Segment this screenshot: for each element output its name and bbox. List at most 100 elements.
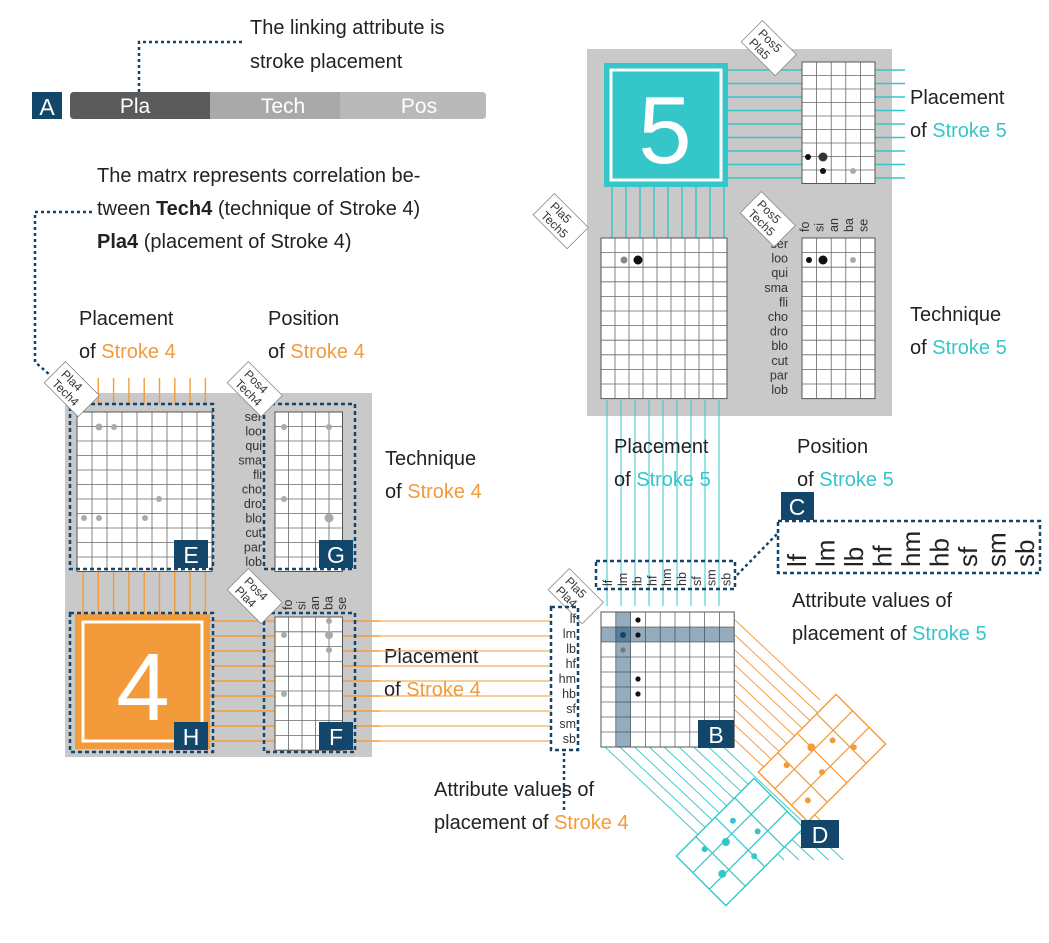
highlight-h (68, 611, 215, 754)
s5-placement-caption-bottom: Placement (614, 436, 709, 458)
badge-g (319, 540, 353, 568)
s4-position-caption-2: of Stroke 4 (268, 341, 365, 363)
s4-dot (111, 424, 117, 430)
stroke5-down-lines (606, 400, 720, 606)
panel-a: A Pla Tech Pos The linking attribute is … (32, 17, 486, 120)
stroke4-position-labels: fo si an ba se (281, 596, 349, 610)
stroke5-number: 5 (638, 77, 691, 184)
b-row-label: lb (566, 642, 576, 656)
s4-tech-label: sma (238, 454, 262, 468)
s4-link-diag-line (734, 634, 821, 716)
s5-tech-label: sma (764, 281, 788, 295)
s5-dot (806, 257, 812, 263)
b-col-label: hb (675, 572, 689, 586)
badge-c-label: C (789, 494, 806, 520)
bar-label-pos: Pos (401, 95, 437, 118)
s5-dot (850, 168, 856, 174)
highlight-e (68, 402, 215, 571)
badge-b (698, 720, 734, 748)
s4-pos-label: se (335, 597, 349, 610)
header-s5-pla-tech: Pla5 Tech5 (532, 193, 589, 250)
attr-caption-5-line2: placement of Stroke 5 (792, 623, 987, 645)
s4-dot (81, 515, 87, 521)
badge-c (781, 492, 814, 520)
b-row-label: sf (566, 702, 576, 716)
b-row-label: lf (570, 612, 577, 626)
b-col-label: lm (616, 573, 630, 586)
s5-tech-label: lob (771, 383, 788, 397)
linking-note-line2: stroke placement (250, 51, 403, 73)
attr-caption-5-line1: Attribute values of (792, 590, 953, 612)
badge-d (801, 820, 839, 848)
s5-pos-label: se (856, 219, 870, 232)
s5-placement-caption-2: of Stroke 5 (910, 120, 1007, 142)
b-col-label: sm (705, 569, 719, 586)
s4-tech-label: loo (245, 425, 262, 439)
s5-dot (805, 154, 811, 160)
b-dot (635, 617, 641, 623)
b-dot (635, 691, 641, 697)
highlight-f (262, 611, 357, 754)
s4-dot (281, 424, 287, 430)
stroke4-square-frame (81, 620, 204, 743)
c-placement-label: sf (953, 546, 983, 567)
s4-placement-caption-right-2: of Stroke 4 (384, 679, 481, 701)
b-row-label: hm (559, 672, 576, 686)
s4-pos-label: ba (322, 596, 336, 610)
b-col-label: hf (645, 575, 659, 586)
s5-dot (633, 255, 643, 265)
matrix-stroke5-position-technique (801, 237, 876, 400)
attr-caption-4-line1: Attribute values of (434, 779, 595, 801)
s5-dot (620, 256, 628, 264)
stroke5-square-frame (609, 68, 723, 182)
s5-tech-label: blo (771, 339, 788, 353)
c-placement-label: sb (1010, 540, 1040, 567)
enlarged-placement-box (776, 519, 1042, 575)
matrix-note-line2: tween Tech4 (technique of Stroke 4) (97, 198, 420, 220)
s5-pos-label: fo (798, 222, 812, 232)
matrix-note-leader (33, 210, 92, 389)
s5-tech-label: qui (771, 266, 788, 280)
bar-segment-pos (340, 92, 486, 119)
b-col-label: hm (660, 569, 674, 586)
s5-tech-label: par (770, 368, 788, 382)
badge-a-label: A (39, 94, 55, 120)
b-row-label: sm (559, 717, 576, 731)
s5-dot (818, 255, 828, 265)
c-placement-label: lb (839, 547, 869, 567)
c-placement-label: sm (982, 532, 1012, 567)
s4-pos-label: an (308, 596, 322, 610)
matrix-note-line1: The matrx represents correlation be- (97, 165, 420, 187)
s4-placement-caption-right: Placement (384, 646, 479, 668)
badge-h-label: H (183, 724, 200, 750)
stroke5-square (604, 63, 728, 187)
s5-pos-tech-frame (801, 237, 876, 400)
s5-tech-label: fli (779, 295, 788, 309)
b-col-label: sb (719, 573, 733, 586)
s5-dot (850, 257, 856, 263)
bar-segment-tech (210, 92, 340, 119)
b-row-label: sb (563, 732, 576, 746)
rotated-matrix-cyan (675, 777, 805, 907)
s5-pos-label: an (827, 218, 841, 232)
s4-tech-label: lob (245, 555, 262, 569)
b-dot (620, 647, 626, 653)
badge-b-label: B (708, 722, 723, 748)
highlight-row-labels (549, 605, 580, 752)
b-col-label: lb (631, 576, 645, 586)
b-highlight-row (601, 627, 735, 642)
s4-tech-label: cho (242, 483, 262, 497)
col-labels-leader (736, 532, 779, 576)
b-dot (635, 632, 641, 638)
s4-tech-label: cut (245, 526, 262, 540)
linking-note-line1: The linking attribute is (250, 17, 445, 39)
s5-dot (820, 168, 826, 174)
